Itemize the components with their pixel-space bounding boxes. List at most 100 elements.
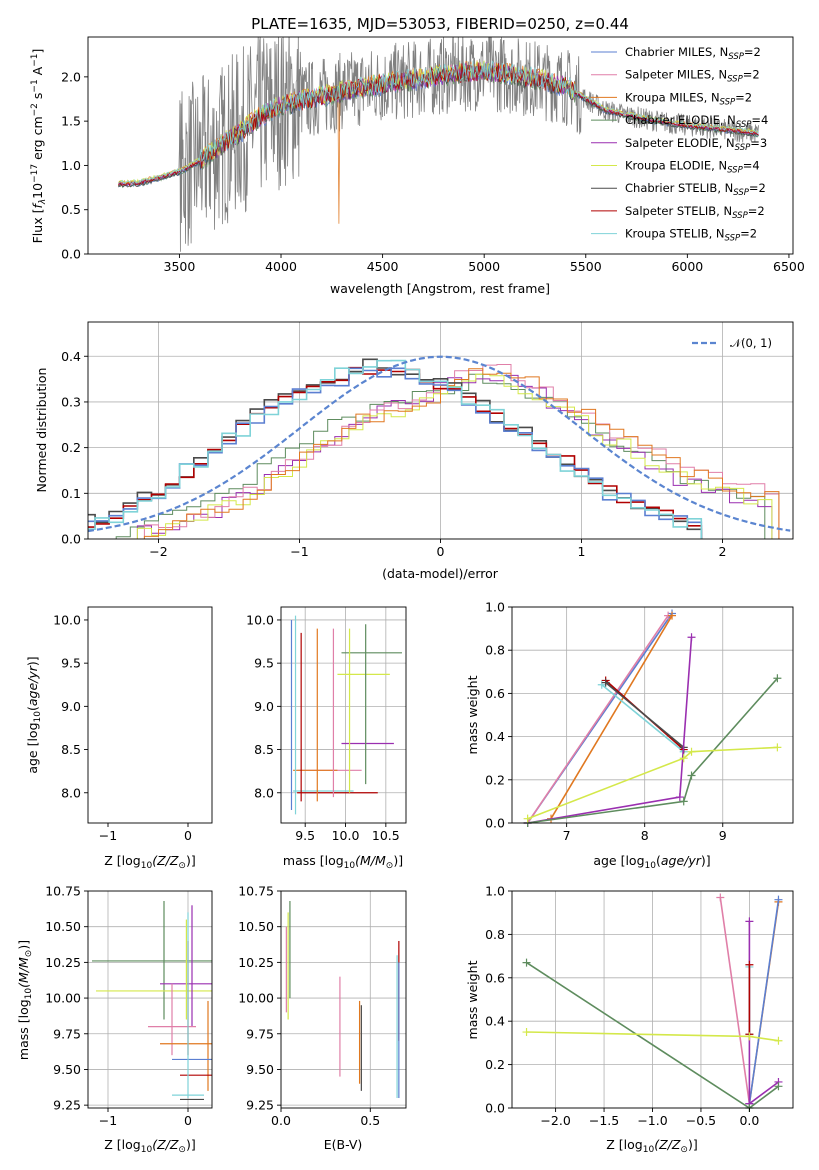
weight-vs-z-ticks: −2.0 −1.5 −1.0 −0.5 0.0 0.0 0.2 0.4 0.6 0.8 1.0: [485, 884, 759, 1129]
mass-weight-marker: [522, 1028, 531, 1037]
mass-weight-line: [601, 684, 685, 753]
mass-vs-z-ticks: −1 0 9.25 9.50 9.75 10.00 10.25 10.50 10.75: [45, 884, 192, 1129]
y-tick-label: 10.0: [246, 612, 274, 627]
mass-weight-marker: [773, 743, 782, 752]
y-tick-label: 2.0: [61, 69, 81, 84]
y-tick-label: 0.5: [61, 202, 81, 217]
mass-weight-marker: [675, 793, 684, 802]
mass-weight-line: [527, 746, 778, 820]
residual-histogram-series: [130, 364, 780, 539]
y-tick-label: 0.0: [61, 247, 81, 262]
residuals-legend: 𝒩(0, 1): [692, 336, 772, 350]
age-vs-mass-plot-area: [281, 607, 406, 823]
mass-vs-z-xlabel: Z [log10(Z/Z⊙)]: [104, 1137, 195, 1155]
spectrum-legend: Chabrier MILES, NSSP=2 Salpeter MILES, NS…: [591, 45, 768, 244]
mass-weight-marker: [679, 797, 688, 806]
spectrum-axes-frame: [87, 36, 794, 255]
y-tick-label: 1.0: [485, 884, 505, 899]
normal-distribution-curve: [88, 355, 791, 533]
mass-weight-marker: [679, 754, 688, 763]
residuals-xlabel: (data-model)/error: [382, 566, 499, 581]
legend-entry: Kroupa STELIB, NSSP=2: [625, 227, 757, 244]
age-vs-z-ticks: −1 0 8.0 8.5 9.0 9.5 10.0: [53, 612, 192, 843]
y-tick-label: 0.6: [485, 970, 505, 985]
y-tick-label: 0.4: [61, 349, 81, 364]
mass-weight-line: [550, 615, 673, 820]
y-tick-label: 1.0: [61, 158, 81, 173]
age-ylabel: age [log10(age/yr)]: [25, 656, 43, 773]
mass-weight-marker: [522, 958, 531, 967]
y-tick-label: 9.50: [53, 1062, 81, 1077]
residuals-ticks: −2 −1 0 1 2 0.0 0.1 0.2 0.3 0.4: [61, 349, 726, 559]
x-tick-label: 0.5: [360, 1113, 380, 1128]
y-tick-label: 0.4: [485, 1014, 505, 1029]
legend-entry: Kroupa MILES, NSSP=2: [625, 90, 752, 107]
x-tick-label: 2: [719, 544, 727, 559]
x-tick-label: −1.5: [589, 1113, 619, 1128]
x-tick-label: 5000: [468, 259, 500, 274]
mass-weight-line: [605, 681, 685, 749]
y-tick-label: 0.2: [485, 772, 505, 787]
x-tick-label: 10.0: [332, 828, 360, 843]
mass-weight-marker: [774, 1036, 783, 1045]
x-tick-label: −2: [149, 544, 167, 559]
y-tick-label: 0.1: [61, 486, 81, 501]
residual-histogram-series: [123, 374, 773, 539]
x-tick-label: 9: [719, 828, 727, 843]
x-tick-label: 3500: [164, 259, 196, 274]
x-tick-label: 9.5: [295, 828, 315, 843]
x-tick-label: −1.0: [637, 1113, 667, 1128]
y-tick-label: 9.75: [53, 1026, 81, 1041]
y-tick-label: 9.5: [254, 656, 274, 671]
age-vs-mass-panel: 9.5 10.0 10.5 8.0 8.5 9.0 9.5 10.0 mass [log10(…: [246, 606, 407, 871]
observed-spectrum-line: [118, 37, 759, 252]
x-tick-label: −0.5: [686, 1113, 716, 1128]
age-vs-z-axes-frame: [87, 606, 213, 824]
y-tick-label: 0.6: [485, 686, 505, 701]
weight-vs-age-axes-frame: [511, 606, 794, 824]
x-tick-label: 6500: [773, 259, 805, 274]
legend-entry: Salpeter STELIB, NSSP=2: [625, 204, 765, 221]
y-tick-label: 9.0: [61, 699, 81, 714]
legend-entry: Chabrier MILES, NSSP=2: [625, 45, 761, 62]
x-tick-label: 4500: [367, 259, 399, 274]
model-spectrum-line: [118, 62, 759, 187]
y-tick-label: 10.25: [238, 955, 274, 970]
y-tick-label: 9.50: [246, 1062, 274, 1077]
mass-vs-z-axes-frame: [87, 890, 213, 1109]
x-tick-label: −1: [99, 1113, 117, 1128]
legend-entry: Chabrier ELODIE, NSSP=4: [625, 113, 768, 130]
mass-ylabel: mass [log10(M/M⊙)]: [16, 940, 34, 1060]
y-tick-label: 10.00: [238, 991, 274, 1006]
weight-vs-z-ylabel: mass weight: [465, 960, 480, 1039]
y-tick-label: 9.75: [246, 1026, 274, 1041]
y-tick-label: 0.0: [61, 532, 81, 547]
y-tick-label: 8.0: [61, 785, 81, 800]
mass-weight-marker: [745, 1032, 754, 1041]
spectrum-title: PLATE=1635, MJD=53053, FIBERID=0250, z=0…: [251, 15, 629, 33]
spectrum-xlabel: wavelength [Angstrom, rest frame]: [330, 281, 550, 296]
y-tick-label: 10.0: [53, 612, 81, 627]
x-tick-label: 4000: [265, 259, 297, 274]
mass-weight-marker: [687, 771, 696, 780]
mass-vs-ebv-ticks: 0.0 0.5 9.25 9.50 9.75 10.00 10.25 10.50 10.75: [238, 884, 380, 1129]
x-tick-label: 0.0: [739, 1113, 759, 1128]
y-tick-label: 9.5: [61, 656, 81, 671]
model-spectrum-line: [118, 61, 759, 186]
y-tick-label: 10.75: [238, 884, 274, 899]
spectrum-ylabel: Flux [fλ10−17 erg cm−2 s−1 A−1]: [30, 49, 48, 244]
mass-weight-marker: [745, 960, 754, 969]
mass-weight-marker: [774, 1082, 783, 1091]
x-tick-label: 1: [578, 544, 586, 559]
legend-entry: Chabrier STELIB, NSSP=2: [625, 181, 766, 198]
weight-vs-age-ticks: 7 8 9 0.0 0.2 0.4 0.6 0.8 1.0: [485, 600, 727, 844]
spectrum-ticks: 3500 4000 4500 5000 5500 6000 6500 0.0 0.5 1.0 1.5…: [61, 69, 805, 274]
y-tick-label: 0.0: [485, 1101, 505, 1116]
age-vs-z-panel: −1 0 8.0 8.5 9.0 9.5 10.0 Z [log10(Z/Z⊙)] age …: [25, 606, 213, 871]
legend-entry: Salpeter ELODIE, NSSP=3: [625, 136, 767, 153]
mass-weight-marker: [601, 678, 610, 687]
y-tick-label: 9.25: [246, 1098, 274, 1113]
mass-weight-marker: [687, 633, 696, 642]
residual-histogram-series: [88, 359, 703, 539]
